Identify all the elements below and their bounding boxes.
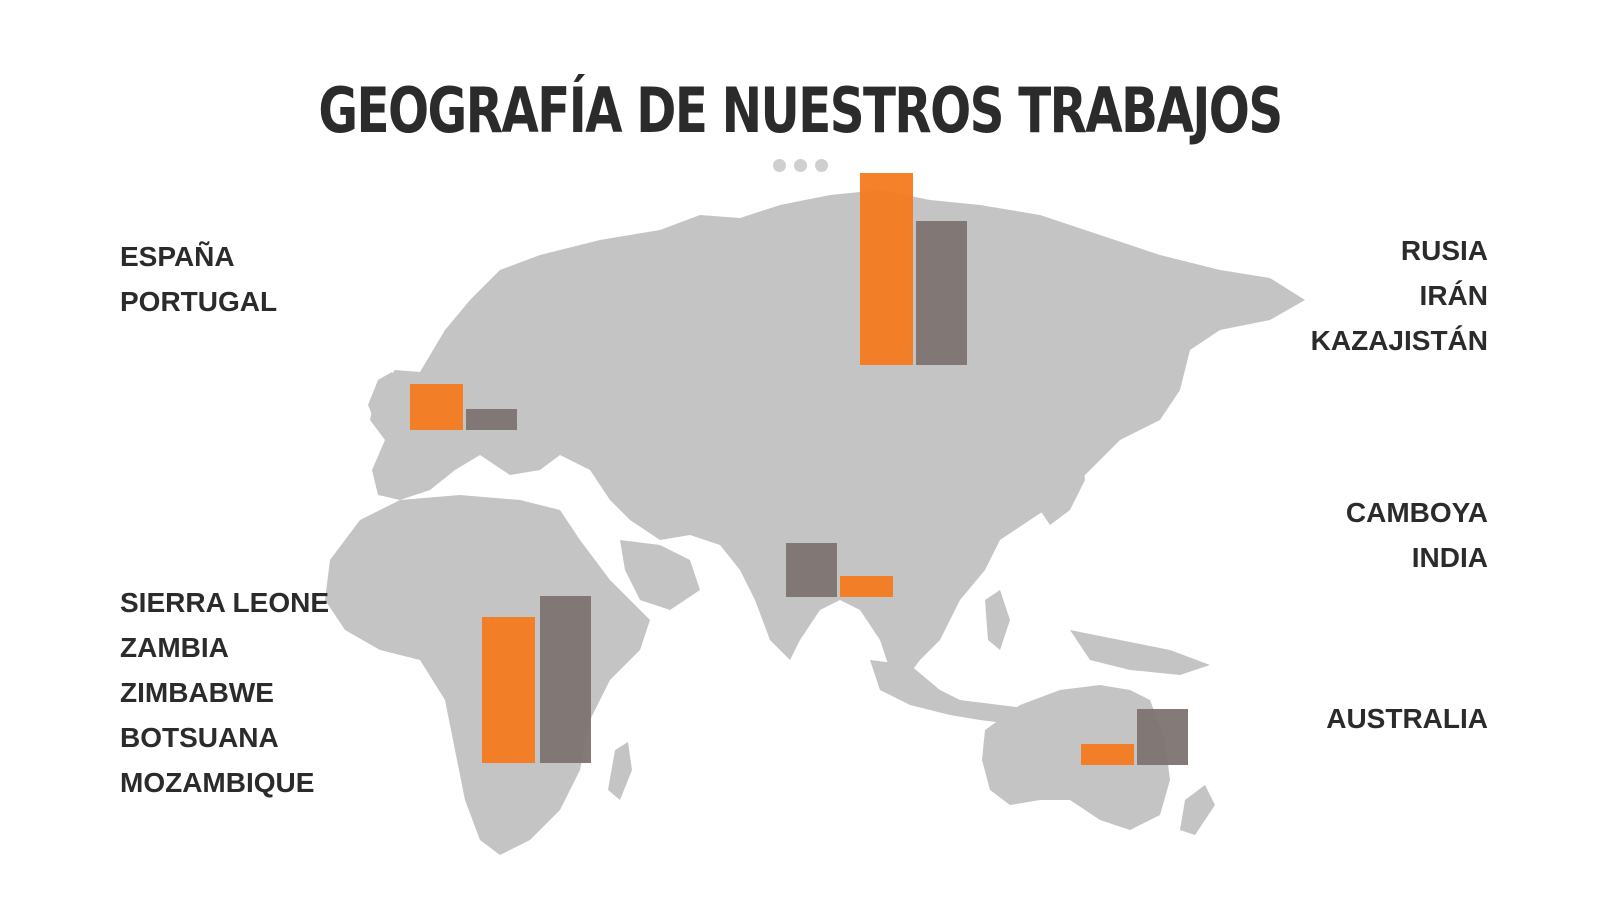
country-label: ZIMBABWE [120, 677, 274, 708]
country-label: PORTUGAL [120, 286, 278, 317]
australia-landmass [982, 685, 1170, 830]
bar-asia-b [786, 543, 837, 597]
dot-icon [773, 159, 786, 172]
country-label: ESPAÑA [120, 241, 235, 272]
country-label: INDIA [1411, 542, 1488, 573]
country-label: MOZAMBIQUE [120, 767, 315, 798]
japan [1040, 440, 1085, 525]
bar-europe-b [466, 409, 517, 430]
bar-europe-a [410, 384, 463, 430]
philippines [985, 590, 1010, 650]
country-label: BOTSUANA [120, 722, 279, 753]
bar-oceania-b [1137, 709, 1188, 765]
new-guinea [1070, 630, 1210, 675]
dot-icon [815, 159, 828, 172]
madagascar [608, 742, 632, 800]
country-label: ZAMBIA [120, 632, 229, 663]
page-title: GEOGRAFÍA DE NUESTROS TRABAJOS [318, 74, 1283, 147]
bar-russia-a [860, 173, 913, 365]
region-russia-labels: RUSIA IRÁN KAZAJISTÁN [1311, 228, 1488, 363]
eurasia-landmass [370, 190, 1305, 680]
country-label: IRÁN [1419, 280, 1488, 311]
bar-africa-b [540, 596, 591, 763]
region-asia-labels: CAMBOYA INDIA [1346, 490, 1488, 580]
region-africa-labels: SIERRA LEONE ZAMBIA ZIMBABWE BOTSUANA MO… [120, 580, 329, 805]
decorative-dots [773, 159, 828, 172]
bar-asia-a [840, 576, 893, 597]
region-oceania-labels: AUSTRALIA [1326, 696, 1488, 741]
country-label: KAZAJISTÁN [1310, 325, 1488, 356]
country-label: RUSIA [1400, 235, 1488, 266]
britain [368, 372, 398, 422]
country-label: SIERRA LEONE [120, 587, 329, 618]
bar-africa-a [482, 617, 535, 763]
scandinavia [440, 265, 560, 365]
region-europe-labels: ESPAÑA PORTUGAL [120, 234, 277, 324]
bar-russia-b [916, 221, 967, 365]
bar-oceania-a [1081, 744, 1134, 765]
dot-icon [794, 159, 807, 172]
indonesia [870, 660, 1060, 725]
arabia [620, 540, 700, 610]
country-label: AUSTRALIA [1326, 703, 1488, 734]
novaya-zemlya [650, 218, 720, 262]
country-label: CAMBOYA [1345, 497, 1488, 528]
new-zealand [1180, 785, 1215, 835]
